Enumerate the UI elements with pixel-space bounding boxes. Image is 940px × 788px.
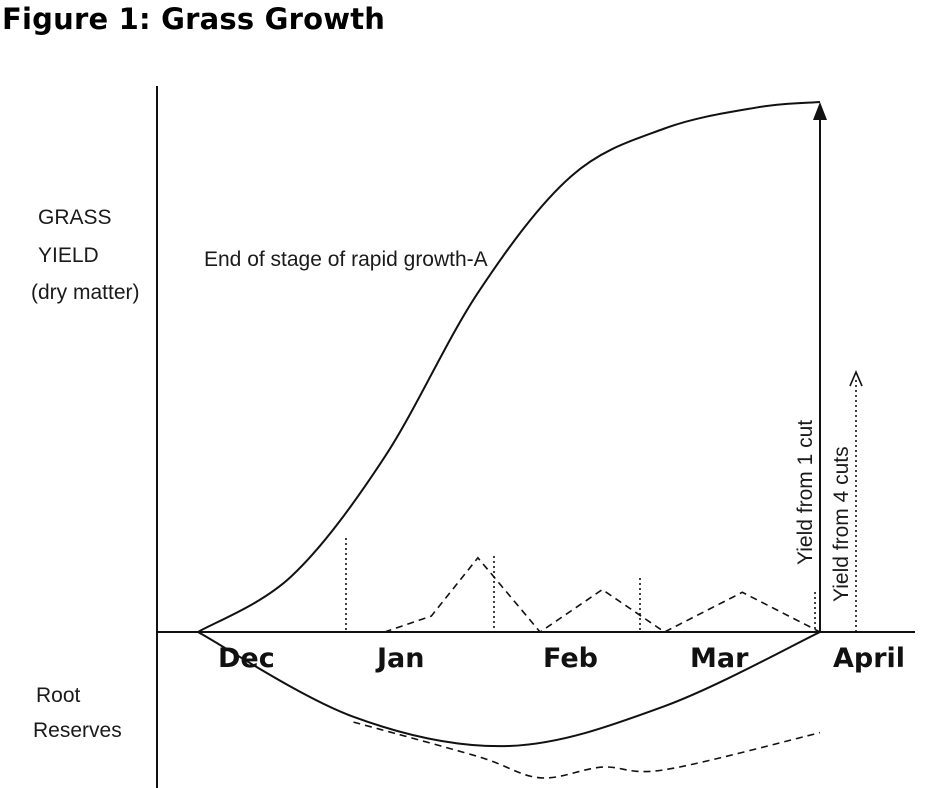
series-root-reserves-one-cut <box>197 631 821 748</box>
series-growth-one-cut <box>197 101 821 633</box>
month-label-feb: Feb <box>543 643 598 674</box>
root-reserves-line-1: Root <box>36 684 81 707</box>
page-title: Figure 1: Grass Growth <box>2 2 386 36</box>
annotation-rapid-growth: End of stage of rapid growth-A <box>204 248 488 271</box>
month-label-dec: Dec <box>218 643 275 674</box>
month-label-april: April <box>833 643 905 674</box>
month-label-jan: Jan <box>375 643 425 674</box>
ylabel-line-3: (dry matter) <box>31 281 140 304</box>
series-regrowth-four-cuts <box>384 556 821 634</box>
one-cut-arrowhead <box>813 102 827 120</box>
root-reserves-line-2: Reserves <box>33 719 122 742</box>
annotation-four-cuts: Yield from 4 cuts <box>830 446 853 602</box>
four-cuts-arrowhead <box>849 369 863 387</box>
series-root-reserves-four-cuts <box>353 721 821 779</box>
ylabel-line-2: YIELD <box>38 244 99 267</box>
month-label-mar: Mar <box>690 643 749 674</box>
ylabel-line-1: GRASS <box>38 206 112 229</box>
annotation-one-cut: Yield from 1 cut <box>794 420 817 565</box>
